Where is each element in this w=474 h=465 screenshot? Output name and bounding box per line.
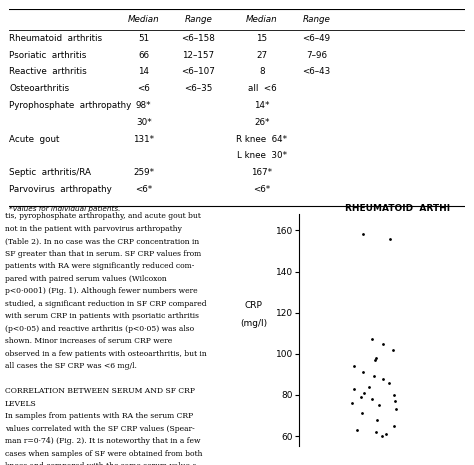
Point	[371, 373, 378, 380]
Point	[372, 428, 379, 436]
Text: all  <6: all <6	[248, 84, 276, 93]
Text: 15: 15	[256, 34, 268, 43]
Point	[350, 362, 358, 370]
Text: 14*: 14*	[254, 101, 270, 110]
Text: 26*: 26*	[254, 118, 270, 127]
Text: 131*: 131*	[133, 134, 154, 144]
Text: Range: Range	[184, 15, 212, 25]
Text: Rheumatoid  arthritis: Rheumatoid arthritis	[9, 34, 102, 43]
Text: (p<0·05) and reactive arthritis (p<0·05) was also: (p<0·05) and reactive arthritis (p<0·05)…	[5, 325, 194, 333]
Text: 167*: 167*	[252, 168, 273, 177]
Point	[390, 391, 398, 399]
Text: not in the patient with parvovirus arthropathy: not in the patient with parvovirus arthr…	[5, 225, 182, 233]
Text: values correlated with the SF CRP values (Spear-: values correlated with the SF CRP values…	[5, 425, 194, 433]
Point	[368, 336, 376, 343]
Point	[360, 369, 367, 376]
Text: R knee  64*: R knee 64*	[237, 134, 288, 144]
Text: shown. Minor increases of serum CRP were: shown. Minor increases of serum CRP were	[5, 338, 172, 345]
Point	[350, 385, 358, 392]
Text: Median: Median	[246, 15, 278, 25]
Text: <6–35: <6–35	[184, 84, 212, 93]
Point	[375, 402, 383, 409]
Point	[389, 346, 396, 353]
Text: In samples from patients with RA the serum CRP: In samples from patients with RA the ser…	[5, 412, 193, 420]
Text: <6–107: <6–107	[182, 67, 215, 76]
Text: <6–158: <6–158	[182, 34, 215, 43]
Text: Septic  arthritis/RA: Septic arthritis/RA	[9, 168, 91, 177]
Text: with serum CRP in patients with psoriatic arthritis: with serum CRP in patients with psoriati…	[5, 312, 199, 320]
Text: CORRELATION BETWEEN SERUM AND SF CRP: CORRELATION BETWEEN SERUM AND SF CRP	[5, 387, 195, 395]
Text: 30*: 30*	[136, 118, 152, 127]
Text: Osteoarthritis: Osteoarthritis	[9, 84, 70, 93]
Text: Psoriatic  arthritis: Psoriatic arthritis	[9, 51, 87, 60]
Text: (mg/l): (mg/l)	[240, 319, 267, 328]
Text: L knee  30*: L knee 30*	[237, 151, 287, 160]
Point	[379, 432, 386, 440]
Text: <6: <6	[137, 84, 150, 93]
Text: 7–96: 7–96	[306, 51, 327, 60]
Text: studied, a significant reduction in SF CRP compared: studied, a significant reduction in SF C…	[5, 300, 206, 308]
Text: LEVELS: LEVELS	[5, 400, 36, 408]
Text: pared with paired serum values (Wilcoxon: pared with paired serum values (Wilcoxon	[5, 275, 166, 283]
Point	[371, 356, 378, 364]
Text: 66: 66	[138, 51, 149, 60]
Text: 14: 14	[138, 67, 149, 76]
Text: <6–49: <6–49	[302, 34, 331, 43]
Text: patients with RA were significantly reduced com-: patients with RA were significantly redu…	[5, 262, 194, 271]
Text: 259*: 259*	[133, 168, 154, 177]
Point	[379, 340, 387, 347]
Text: 12–157: 12–157	[182, 51, 214, 60]
Text: Reactive  arthritis: Reactive arthritis	[9, 67, 87, 76]
Text: 27: 27	[256, 51, 268, 60]
Text: SF greater than that in serum. SF CRP values from: SF greater than that in serum. SF CRP va…	[5, 250, 201, 258]
Point	[373, 416, 381, 423]
Point	[391, 398, 399, 405]
Point	[379, 375, 387, 382]
Text: Range: Range	[303, 15, 330, 25]
Text: 51: 51	[138, 34, 149, 43]
Point	[385, 379, 392, 386]
Text: observed in a few patients with osteoarthritis, but in: observed in a few patients with osteoart…	[5, 350, 207, 358]
Point	[390, 422, 398, 430]
Text: Parvovirus  arthropathy: Parvovirus arthropathy	[9, 185, 112, 194]
Point	[357, 393, 365, 401]
Point	[353, 426, 361, 434]
Point	[359, 231, 367, 238]
Text: <6–43: <6–43	[302, 67, 331, 76]
Text: (Table 2). In no case was the CRP concentration in: (Table 2). In no case was the CRP concen…	[5, 238, 199, 246]
Text: tis, pyrophosphate arthropathy, and acute gout but: tis, pyrophosphate arthropathy, and acut…	[5, 213, 201, 220]
Text: man r=0·74) (Fig. 2). It is noteworthy that in a few: man r=0·74) (Fig. 2). It is noteworthy t…	[5, 438, 200, 445]
Text: Pyrophosphate  arthropathy: Pyrophosphate arthropathy	[9, 101, 132, 110]
Text: 98*: 98*	[136, 101, 152, 110]
Point	[361, 389, 368, 397]
Text: Acute  gout: Acute gout	[9, 134, 60, 144]
Point	[383, 430, 390, 438]
Text: cases when samples of SF were obtained from both: cases when samples of SF were obtained f…	[5, 450, 202, 458]
Text: <6*: <6*	[135, 185, 152, 194]
Point	[348, 399, 356, 407]
Point	[392, 405, 400, 413]
Text: Median: Median	[128, 15, 160, 25]
Point	[368, 395, 376, 403]
Point	[358, 410, 365, 417]
Text: <6*: <6*	[254, 185, 271, 194]
Text: knees and compared with the same serum value a: knees and compared with the same serum v…	[5, 462, 197, 465]
Text: all cases the SF CRP was <6 mg/l.: all cases the SF CRP was <6 mg/l.	[5, 362, 137, 371]
Text: CRP: CRP	[245, 301, 263, 310]
Text: RHEUMATOID  ARTHI: RHEUMATOID ARTHI	[345, 204, 450, 213]
Text: p<0·0001) (Fig. 1). Although fewer numbers were: p<0·0001) (Fig. 1). Although fewer numbe…	[5, 287, 197, 295]
Point	[365, 383, 373, 391]
Point	[373, 354, 380, 362]
Point	[386, 235, 393, 242]
Text: *Values for individual patients.: *Values for individual patients.	[9, 206, 121, 212]
Text: 8: 8	[259, 67, 265, 76]
